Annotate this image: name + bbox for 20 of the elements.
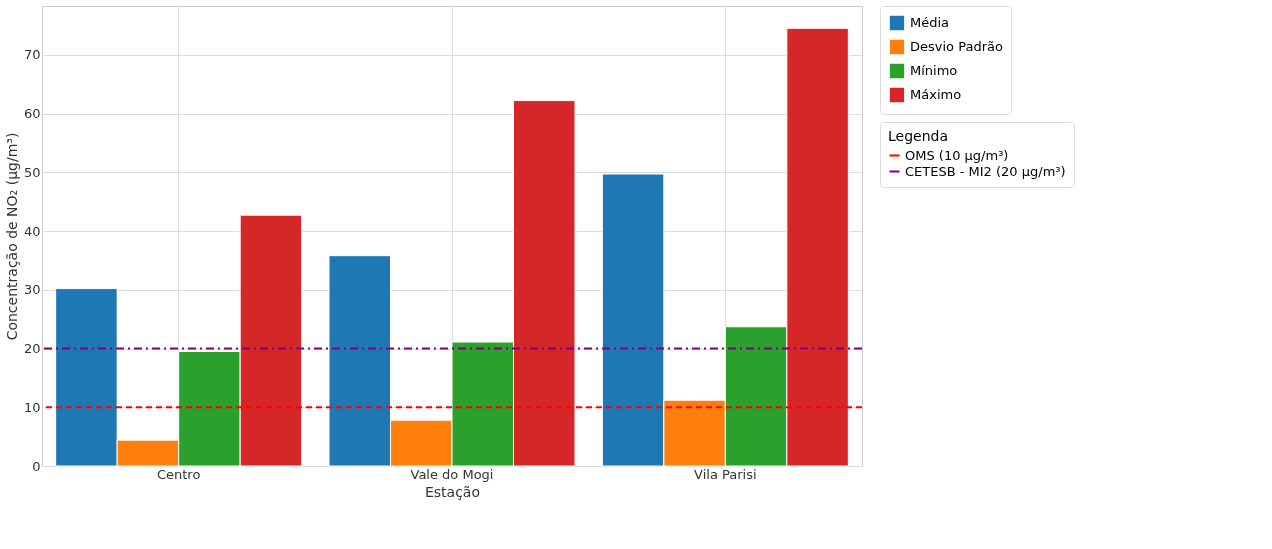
legend-label: OMS (10 μg/m³) (905, 147, 1009, 163)
y-axis-title: Concentração de NO₂ (μg/m³) (3, 132, 20, 341)
x-tick-label: Vila Parisi (694, 466, 757, 482)
legend-title: Legenda (888, 128, 949, 144)
legend-label: Máximo (910, 87, 962, 102)
y-tick-label: 60 (23, 106, 41, 122)
legend-label: Média (910, 15, 950, 30)
x-tick-label: Vale do Mogi (410, 466, 494, 482)
y-tick-label: 70 (23, 47, 41, 63)
legend-label: CETESB - MI2 (20 μg/m³) (905, 163, 1066, 179)
x-axis-title: Estação (424, 483, 481, 500)
y-tick-label: 30 (23, 282, 41, 298)
y-tick-label: 20 (23, 341, 41, 356)
y-tick-label: 40 (23, 223, 41, 239)
legend-label: Desvio Padrão (910, 39, 1003, 54)
x-tick-label: Centro (156, 466, 201, 482)
y-tick-label: 0 (32, 458, 41, 474)
y-tick-label: 50 (23, 164, 41, 180)
legend-label: Mínimo (910, 63, 958, 78)
y-tick-label: 10 (23, 399, 41, 415)
